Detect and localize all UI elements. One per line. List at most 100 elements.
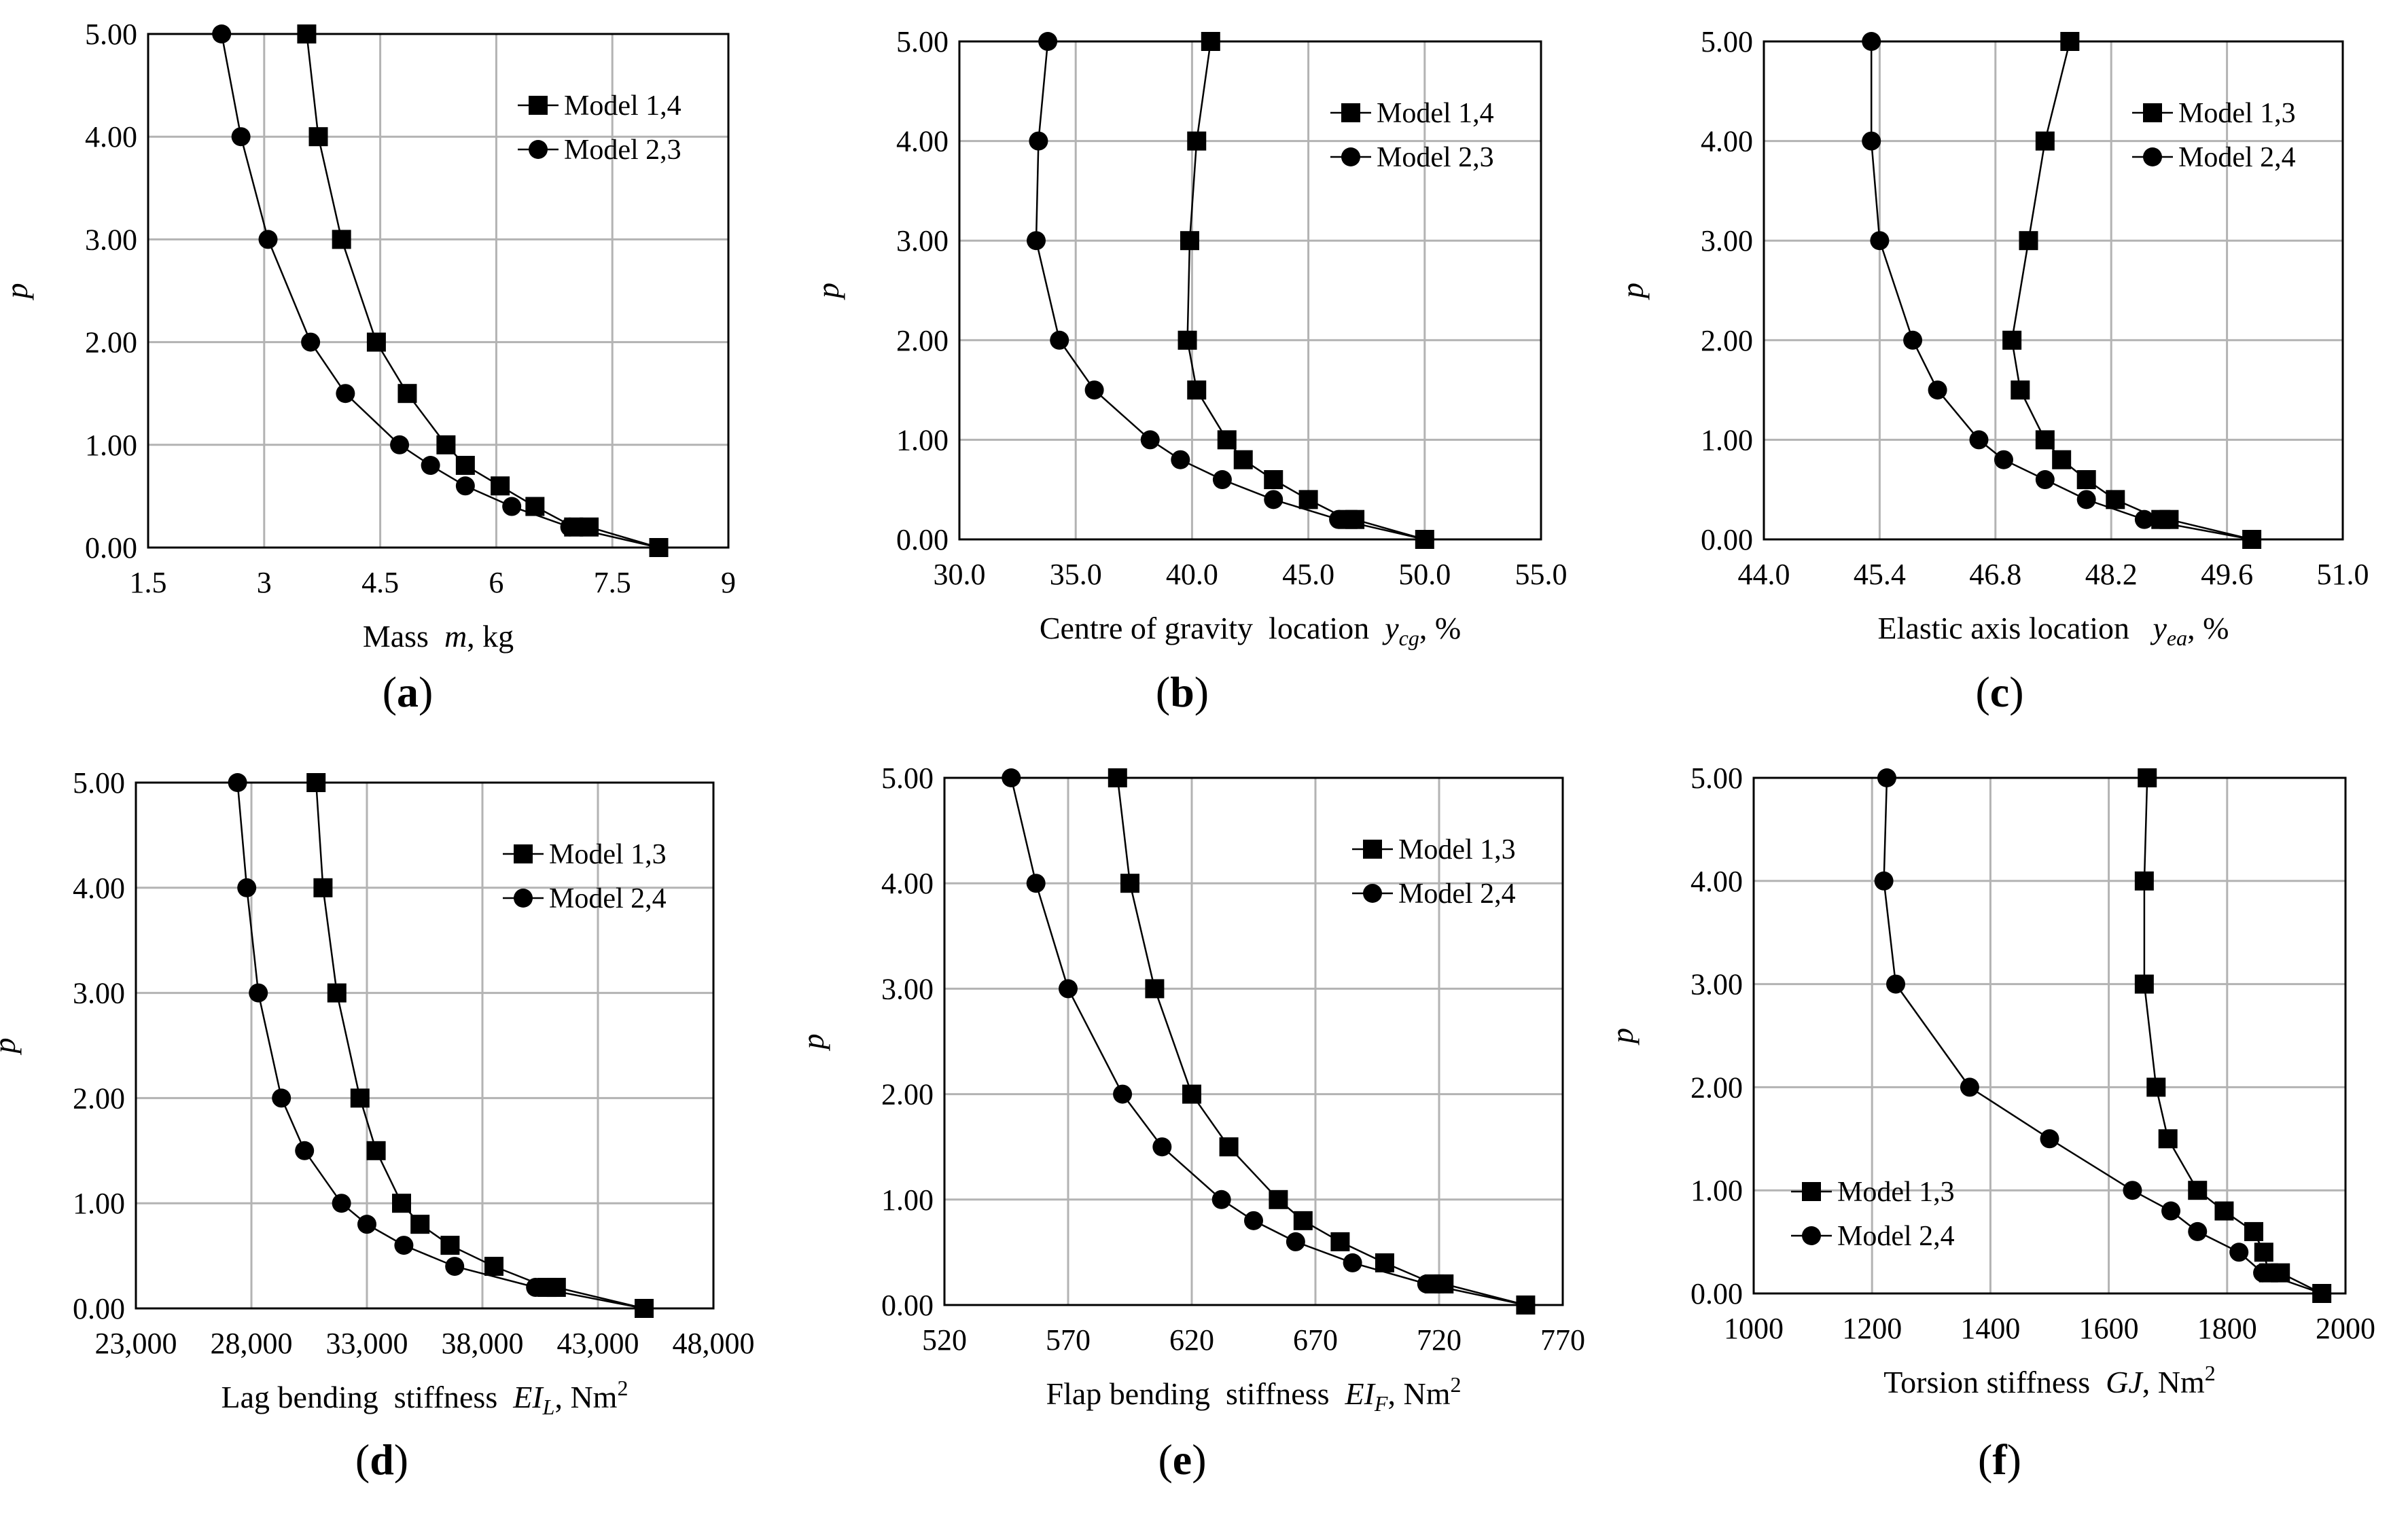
x-axis-label-variable: EI xyxy=(512,1380,544,1414)
legend-label: Model 2,3 xyxy=(564,135,681,166)
caption-paren: ) xyxy=(394,1435,408,1484)
data-point xyxy=(1375,1253,1394,1272)
data-point xyxy=(2052,450,2072,469)
caption-paren: ) xyxy=(419,668,433,716)
x-axis-label-superscript: 2 xyxy=(2205,1361,2216,1385)
data-point xyxy=(2161,1201,2181,1221)
x-tick-label: 49.6 xyxy=(2201,558,2253,591)
x-axis-label: Elastic axis location yea, % xyxy=(1878,611,2229,650)
legend: Model 1,3 Model 2,4 xyxy=(503,839,667,914)
series-circle xyxy=(1874,768,2332,1303)
data-point xyxy=(2146,1077,2166,1097)
data-point xyxy=(1002,768,1021,787)
data-point xyxy=(2188,1221,2208,1241)
data-point xyxy=(249,983,268,1003)
x-axis-label: Lag bending stiffness EIL, Nm2 xyxy=(222,1376,628,1419)
x-tick-label: 46.8 xyxy=(1969,558,2021,591)
data-point xyxy=(2253,1263,2273,1283)
data-point xyxy=(394,1236,414,1255)
x-axis-label-superscript: 2 xyxy=(1450,1372,1461,1397)
data-point xyxy=(1029,131,1048,151)
y-tick-label: 2.00 xyxy=(881,1078,934,1111)
data-point xyxy=(2312,1284,2332,1303)
x-tick-label: 4.5 xyxy=(361,566,399,599)
data-point xyxy=(2254,1243,2273,1262)
x-tick-label: 28,000 xyxy=(211,1327,293,1360)
y-tick-label: 5.00 xyxy=(881,762,934,795)
legend-label: Model 2,4 xyxy=(2178,142,2296,173)
data-point xyxy=(2188,1181,2208,1200)
x-tick-label: 670 xyxy=(1293,1323,1338,1357)
y-tick-label: 3.00 xyxy=(85,223,137,256)
data-point xyxy=(332,1194,351,1213)
x-tick-label: 45.0 xyxy=(1282,558,1334,591)
x-axis-label-subscript: ea xyxy=(2167,626,2187,650)
y-tick-label: 1.00 xyxy=(85,429,137,462)
data-point xyxy=(1862,131,1881,151)
data-point xyxy=(2134,510,2154,529)
data-point xyxy=(1113,1084,1133,1104)
y-tick-label: 0.00 xyxy=(1701,523,1753,556)
legend-label: Model 1,3 xyxy=(549,839,667,870)
data-point xyxy=(2138,768,2157,787)
data-point xyxy=(1026,231,1046,251)
x-axis-label-variable: EI xyxy=(1345,1376,1377,1411)
data-point xyxy=(1038,32,1058,51)
legend-label: Model 2,4 xyxy=(1398,878,1516,910)
data-point xyxy=(440,1236,460,1255)
chart-c: 44.0 45.4 46.8 48.2 49.6 51.0 0.00 1.00 2.00 3.00… xyxy=(1615,25,2369,716)
y-tick-label: 5.00 xyxy=(1690,762,1743,795)
data-point xyxy=(491,476,510,496)
data-point xyxy=(2076,490,2096,510)
x-axis-label-text: Elastic axis location xyxy=(1878,611,2153,645)
data-point xyxy=(2134,974,2154,994)
x-tick-label: 770 xyxy=(1540,1323,1585,1357)
legend: Model 1,4 Model 2,3 xyxy=(518,90,681,166)
x-tick-label: 7.5 xyxy=(594,566,631,599)
caption-paren: ( xyxy=(355,1435,370,1484)
data-point xyxy=(1084,380,1104,400)
x-axis-label-subscript: L xyxy=(542,1395,555,1419)
legend: Model 1,3 Model 2,4 xyxy=(1352,834,1516,910)
caption-letter: e xyxy=(1173,1435,1192,1484)
y-tick-label: 5.00 xyxy=(896,25,949,58)
legend-marker xyxy=(1363,884,1382,903)
data-point xyxy=(350,1088,370,1108)
data-point xyxy=(366,1141,386,1160)
data-point xyxy=(1877,768,1896,787)
legend-marker xyxy=(1341,147,1360,166)
chart-f: 1000 1200 1400 1600 1800 2000 0.00 1.00 2.00 3.00… xyxy=(1605,762,2375,1484)
caption-letter: b xyxy=(1170,668,1194,716)
x-tick-label: 51.0 xyxy=(2317,558,2369,591)
y-tick-label: 2.00 xyxy=(85,326,137,359)
data-point xyxy=(455,476,475,496)
x-tick-label: 1800 xyxy=(2197,1312,2257,1345)
legend-label: Model 2,4 xyxy=(549,883,667,914)
data-point xyxy=(1343,1253,1362,1272)
x-axis-label: Centre of gravity location ycg, % xyxy=(1040,611,1461,650)
data-point xyxy=(1874,871,1894,891)
caption-paren: ( xyxy=(383,668,397,716)
plot-frame xyxy=(1763,40,2344,541)
legend: Model 1,3 Model 2,4 xyxy=(1791,1177,1955,1252)
y-tick-label: 3.00 xyxy=(73,977,125,1010)
data-point xyxy=(1903,330,1923,350)
caption-letter: c xyxy=(1990,668,2009,716)
series-line xyxy=(1035,41,1426,541)
data-point xyxy=(231,127,251,147)
data-point xyxy=(1187,380,1207,400)
caption-paren: ) xyxy=(2009,668,2023,716)
legend: Model 1,4 Model 2,3 xyxy=(1330,98,1494,173)
chart-d: 23,000 28,000 33,000 38,000 43,000 48,000 0.00… xyxy=(0,766,755,1484)
panel-caption: (f) xyxy=(1978,1435,2021,1484)
panel-caption: (b) xyxy=(1156,668,1209,716)
data-point xyxy=(1050,330,1069,350)
data-point xyxy=(1219,1137,1239,1157)
legend-label: Model 1,3 xyxy=(1837,1177,1955,1208)
y-tick-label: 1.00 xyxy=(1701,423,1753,457)
y-tick-label: 4.00 xyxy=(73,872,125,905)
legend-label: Model 2,4 xyxy=(1837,1221,1955,1252)
data-point xyxy=(2019,231,2038,251)
data-point xyxy=(1862,32,1881,51)
data-point xyxy=(327,983,347,1003)
